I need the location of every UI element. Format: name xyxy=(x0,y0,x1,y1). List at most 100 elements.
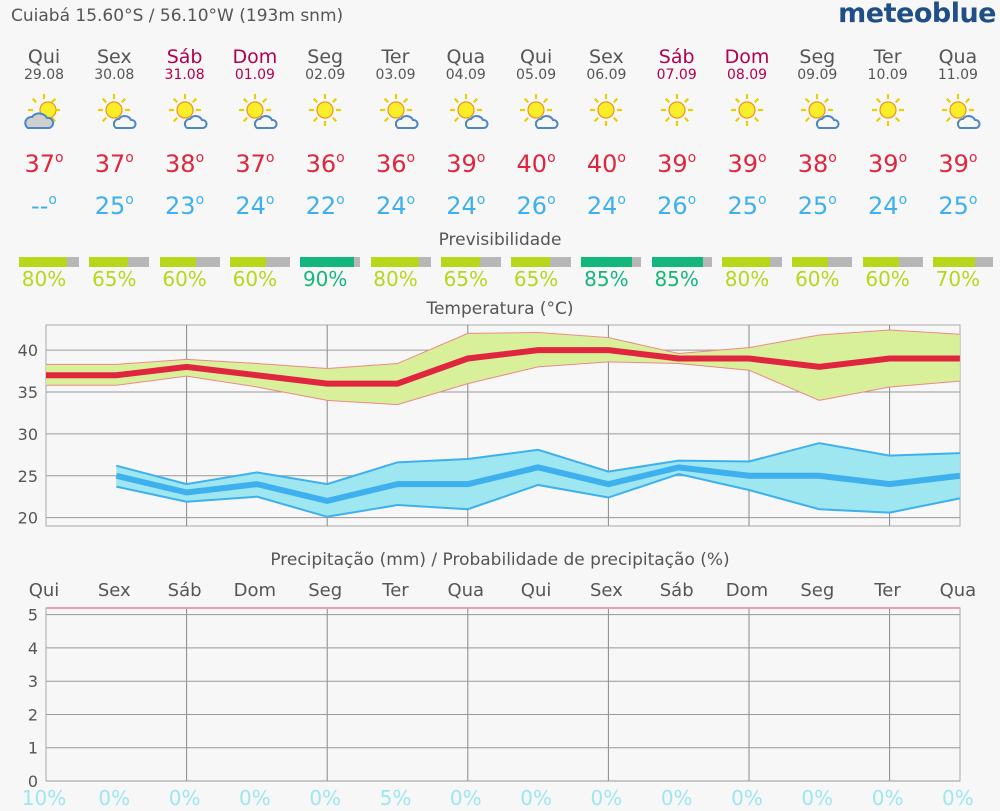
predictability-bar xyxy=(511,257,572,267)
max-temp: 39o xyxy=(938,150,978,178)
min-temp: 24o xyxy=(868,192,908,220)
max-temp: 39o xyxy=(657,150,697,178)
day-name: Seg xyxy=(307,46,344,68)
precip-probability: 0% xyxy=(449,786,482,810)
predictability-value: 85% xyxy=(584,267,629,291)
predictability-bar xyxy=(722,257,782,267)
precip-day-name: Qua xyxy=(447,580,485,601)
y-tick-label: 4 xyxy=(28,639,38,658)
day-name: Sex xyxy=(589,46,624,68)
predictability-bar xyxy=(89,257,150,267)
sun-cloud-icon xyxy=(449,94,489,129)
temp-band-lower xyxy=(116,473,961,518)
predictability-title: Previsibilidade xyxy=(438,230,562,250)
day-name: Seg xyxy=(799,46,836,68)
min-temp: 24o xyxy=(235,192,275,220)
precip-day-name: Sáb xyxy=(167,580,202,601)
day-name: Ter xyxy=(381,46,410,68)
precip-probability: 0% xyxy=(731,786,763,810)
y-tick-label: 40 xyxy=(18,341,38,360)
min-temp-line xyxy=(115,464,961,504)
y-tick-label: 25 xyxy=(18,467,38,486)
min-temp: 26o xyxy=(657,192,697,220)
day-name: Sáb xyxy=(166,46,203,68)
predictability-bar xyxy=(651,257,712,267)
cloud-sun-grey-icon xyxy=(24,94,60,129)
predictability-value: 85% xyxy=(654,267,699,291)
day-date: 04.09 xyxy=(445,67,486,83)
meteoblue-logo[interactable]: meteoblue xyxy=(838,0,996,29)
precip-probability: 0% xyxy=(942,786,974,810)
sun-cloud-icon xyxy=(379,94,418,129)
day-column: Seg 02.09 xyxy=(290,46,360,82)
precipitation-title: Precipitação (mm) / Probabilidade de pre… xyxy=(270,550,730,570)
max-temp: 37o xyxy=(235,150,275,178)
day-date: 01.09 xyxy=(234,67,275,83)
sun-icon xyxy=(731,94,763,126)
temperature-title: Temperatura (°C) xyxy=(426,299,574,319)
predictability-value: 90% xyxy=(302,267,348,291)
precip-day-name: Qui xyxy=(28,580,60,601)
precip-probability: 0% xyxy=(520,786,552,810)
min-temp: 25o xyxy=(938,192,978,220)
precip-day-name: Dom xyxy=(233,580,277,601)
predictability-bar xyxy=(370,257,431,267)
day-column: Dom 08.09 xyxy=(712,46,782,82)
predictability-bar xyxy=(19,257,79,267)
precip-probability: 0% xyxy=(168,786,201,810)
day-name: Ter xyxy=(873,46,902,68)
day-column: Sex 30.08 xyxy=(79,46,149,82)
sun-cloud-icon xyxy=(98,94,137,129)
predictability-bar xyxy=(440,257,501,267)
min-temp: 24o xyxy=(375,192,416,220)
predictability-value: 80% xyxy=(21,267,67,291)
predictability-bar xyxy=(792,257,853,267)
max-temp: 40o xyxy=(516,150,556,178)
day-column: Sex 06.09 xyxy=(571,46,641,82)
sun-cloud-icon xyxy=(168,94,208,129)
y-tick-label: 3 xyxy=(28,672,38,691)
day-name: Sáb xyxy=(658,46,695,68)
max-temp-line xyxy=(46,347,960,387)
precip-probability: 0% xyxy=(309,786,342,810)
precip-day-name: Sex xyxy=(97,580,131,601)
day-column: Sáb 31.08 xyxy=(150,46,220,82)
day-column: Qua 11.09 xyxy=(923,46,993,82)
day-date: 06.09 xyxy=(586,67,627,83)
day-column: Ter 10.09 xyxy=(853,46,923,82)
y-tick-label: 5 xyxy=(28,606,38,625)
day-column: Ter 03.09 xyxy=(361,46,431,82)
precip-day-name: Qui xyxy=(520,580,552,601)
day-name: Dom xyxy=(232,46,278,68)
plot-area xyxy=(45,607,961,782)
max-temp: 38o xyxy=(165,150,205,178)
day-column: Qui 29.08 xyxy=(9,46,79,82)
day-name: Sex xyxy=(96,46,132,68)
min-temp: 24o xyxy=(446,192,486,220)
precip-day-name: Seg xyxy=(800,580,835,601)
max-temp: 39o xyxy=(868,150,908,178)
predictability-value: 60% xyxy=(795,267,840,291)
precip-probability: 0% xyxy=(801,786,834,810)
max-temp: 39o xyxy=(727,150,767,178)
precip-day-name: Dom xyxy=(725,580,769,601)
predictability-bar xyxy=(300,257,361,267)
precip-day-name: Qua xyxy=(939,580,977,601)
y-tick-label: 0 xyxy=(28,772,38,791)
predictability-bar xyxy=(581,257,642,267)
predictability-value: 60% xyxy=(162,267,207,291)
min-temp: 26o xyxy=(516,192,556,220)
precip-day-name: Seg xyxy=(308,580,343,601)
sun-icon xyxy=(309,94,342,126)
precip-probability: 5% xyxy=(379,786,412,810)
day-date: 09.09 xyxy=(797,67,838,83)
min-temp: 23o xyxy=(165,192,205,220)
day-name: Qui xyxy=(27,46,61,68)
day-date: 05.09 xyxy=(516,67,557,83)
max-temp: 37o xyxy=(24,150,64,178)
day-date: 07.09 xyxy=(656,67,697,83)
predictability-value: 80% xyxy=(373,267,418,291)
sun-cloud-icon xyxy=(238,94,278,129)
temp-band-upper xyxy=(46,329,960,370)
